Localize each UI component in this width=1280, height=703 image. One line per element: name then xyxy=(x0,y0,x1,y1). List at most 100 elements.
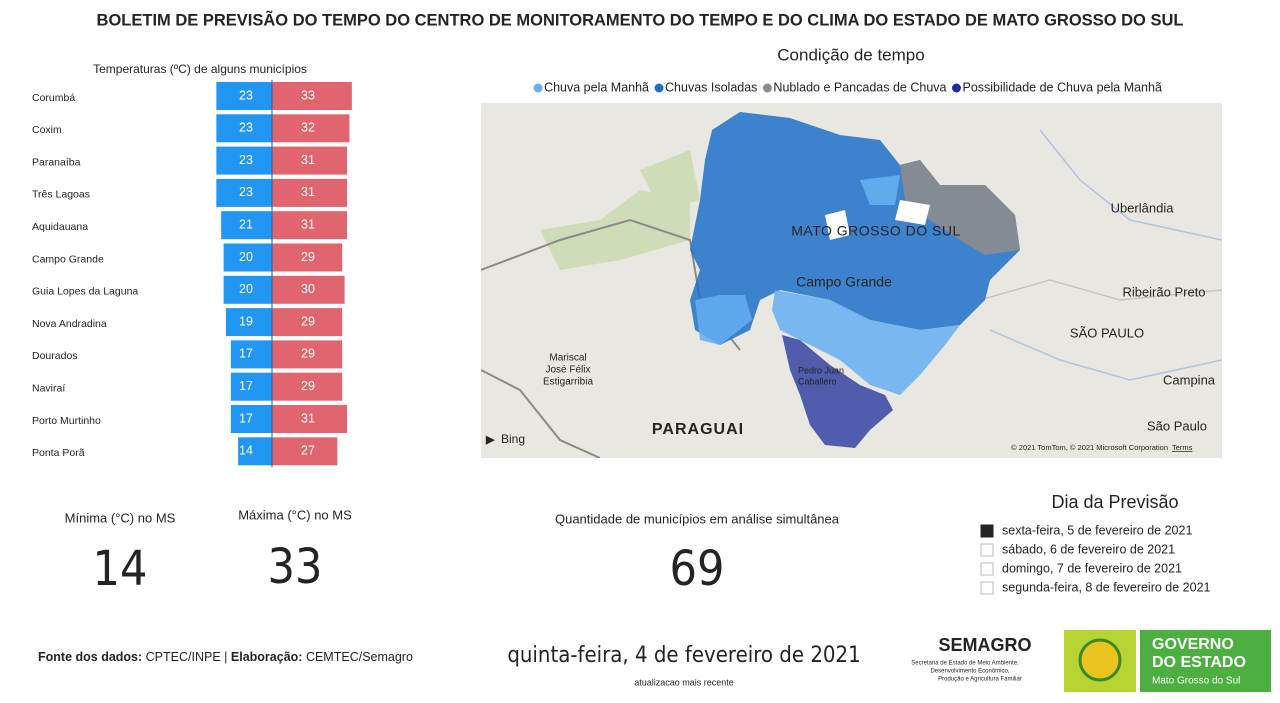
value-label: 31 xyxy=(301,185,315,199)
map-label: MATO GROSSO DO SUL xyxy=(791,223,961,239)
slicer-option[interactable]: segunda-feira, 8 de fevereiro de 2021 xyxy=(1002,580,1211,594)
checkbox[interactable] xyxy=(980,562,994,576)
region-gap xyxy=(825,210,850,240)
bar xyxy=(272,82,352,110)
map-label: Estigarribia xyxy=(543,377,593,388)
map-label: PARAGUAI xyxy=(652,421,744,438)
map-label: Ribeirão Preto xyxy=(1122,284,1205,299)
category-label: Dourados xyxy=(32,350,78,362)
value-label: 31 xyxy=(301,153,315,167)
legend-label: Chuva pela Manhã xyxy=(544,80,649,94)
bar xyxy=(223,275,272,304)
category-label: Corumbá xyxy=(32,92,75,104)
gov-emblem xyxy=(1078,638,1122,682)
category-label: Campo Grande xyxy=(32,253,104,265)
map: MATO GROSSO DO SUL Campo Grande Uberlând… xyxy=(481,103,1222,458)
map-river xyxy=(989,329,1222,381)
region xyxy=(860,175,900,205)
bar xyxy=(272,405,348,433)
region-gap xyxy=(895,200,930,225)
value-label: 29 xyxy=(301,314,315,328)
slicer-option[interactable]: domingo, 7 de fevereiro de 2021 xyxy=(1002,561,1182,575)
legend-marker xyxy=(762,83,772,93)
map-park xyxy=(640,150,700,210)
value-label: 23 xyxy=(239,88,253,102)
gov-logo: GOVERNO xyxy=(1152,636,1234,653)
value-label: 30 xyxy=(301,282,315,296)
category-label: Porto Murtinho xyxy=(32,415,101,427)
kpi-label: Mínima (°C) no MS xyxy=(65,510,176,525)
category-label: Três Lagoas xyxy=(32,189,90,201)
region xyxy=(690,112,1020,345)
checkbox[interactable] xyxy=(980,543,994,557)
category-label: Aquidauana xyxy=(32,221,88,233)
semagro-sub: Secretaria de Estado de Meio Ambiente, xyxy=(911,661,1019,667)
legend-label: Chuvas Isoladas xyxy=(665,80,757,94)
map-label: Campina xyxy=(1163,372,1216,387)
value-label: 29 xyxy=(301,250,315,264)
gov-logo-bg xyxy=(1140,630,1271,692)
value-label: 29 xyxy=(301,379,315,393)
value-label: 23 xyxy=(239,153,253,167)
slicer-title: Dia da Previsão xyxy=(1051,492,1178,512)
slicer: sexta-feira, 5 de fevereiro de 2021 sábad… xyxy=(980,523,1211,595)
semagro-sub: Desenvolvimento Econômico, xyxy=(930,669,1009,675)
map-attribution: © 2021 TomTom, © 2021 Microsoft Corporat… xyxy=(1011,443,1168,452)
update-caption: atualizacao mais recente xyxy=(634,677,734,687)
map-label: Campo Grande xyxy=(796,274,892,290)
bar xyxy=(272,437,338,466)
bar xyxy=(221,211,272,240)
page-title: BOLETIM DE PREVISÃO DO TEMPO DO CENTRO D… xyxy=(97,9,1184,29)
kpi-label: Máxima (°C) no MS xyxy=(238,507,352,522)
slicer-option[interactable]: sábado, 6 de fevereiro de 2021 xyxy=(1002,542,1175,556)
legend-label: Nublado e Pancadas de Chuva xyxy=(773,80,946,94)
category-label: Nova Andradina xyxy=(32,318,107,330)
bar xyxy=(272,340,343,369)
legend-label: Possibilidade de Chuva pela Manhã xyxy=(962,80,1161,94)
value-label: 31 xyxy=(301,217,315,231)
value-label: 33 xyxy=(301,88,315,102)
map-label: São Paulo xyxy=(1147,418,1207,433)
value-label: 17 xyxy=(239,411,253,425)
bar xyxy=(230,340,272,369)
bar xyxy=(238,437,272,466)
category-label: Naviraí xyxy=(32,382,65,394)
bar xyxy=(230,372,272,401)
region xyxy=(900,160,1020,255)
value-label: 27 xyxy=(301,444,315,458)
region xyxy=(782,335,893,448)
map-label: Caballero xyxy=(798,376,837,386)
footer-credits: Fonte dos dados: CPTEC/INPE | Elaboração… xyxy=(38,650,413,664)
map-label: Pedro Juan xyxy=(798,365,844,375)
value-label: 23 xyxy=(239,185,253,199)
value-label: 19 xyxy=(239,314,253,328)
legend-marker xyxy=(654,83,664,93)
value-label: 29 xyxy=(301,347,315,361)
bar xyxy=(216,178,272,207)
value-label: 14 xyxy=(239,444,253,458)
source: CPTEC/INPE xyxy=(146,650,221,664)
slicer-option[interactable]: sexta-feira, 5 de fevereiro de 2021 xyxy=(1002,523,1192,537)
credit: CEMTEC/Semagro xyxy=(306,650,413,664)
bar xyxy=(272,146,348,175)
checkbox[interactable] xyxy=(980,581,994,595)
map-terms[interactable]: Terms xyxy=(1172,443,1193,452)
checkbox[interactable] xyxy=(980,524,994,538)
source-label: Fonte dos dados: xyxy=(38,650,142,664)
legend-marker xyxy=(951,83,961,93)
region xyxy=(772,290,960,395)
bar xyxy=(272,372,343,401)
bar xyxy=(272,211,348,240)
value-label: 32 xyxy=(301,121,315,135)
region xyxy=(695,295,752,345)
bar xyxy=(216,146,272,175)
value-label: 17 xyxy=(239,379,253,393)
map-label: José Félix xyxy=(545,365,590,376)
semagro-sub: Produção e Agricultura Familiar xyxy=(938,677,1022,683)
chart-title: Temperaturas (ºC) de alguns municípios xyxy=(93,62,307,76)
update-date: quinta-feira, 4 de fevereiro de 2021 xyxy=(507,643,860,668)
map-label: SÃO PAULO xyxy=(1070,325,1144,340)
gov-logo: DO ESTADO xyxy=(1152,654,1246,671)
bar xyxy=(272,243,343,272)
